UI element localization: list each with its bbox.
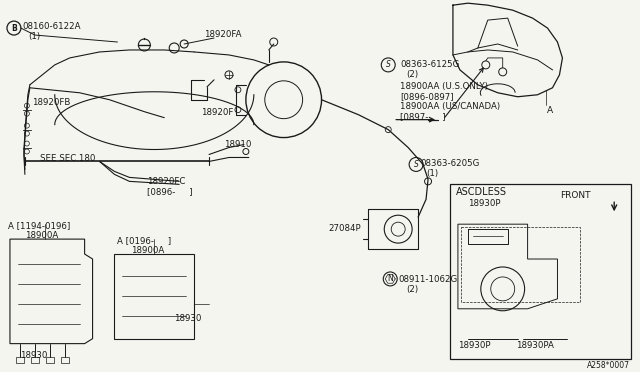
Bar [461, 227, 580, 302]
Text: 08160-6122A: 08160-6122A [22, 22, 81, 31]
Text: 18910: 18910 [224, 140, 252, 148]
Text: (2): (2) [406, 70, 419, 79]
Text: 18930P: 18930P [458, 341, 490, 350]
Text: 18900AA (US/CANADA): 18900AA (US/CANADA) [400, 102, 500, 111]
Text: 18920FA: 18920FA [204, 30, 241, 39]
Text: 18920FB: 18920FB [32, 98, 70, 107]
Bar [61, 357, 68, 363]
Text: (1): (1) [28, 32, 40, 41]
Text: 18900A: 18900A [25, 231, 58, 240]
Text: SEE SEC.180: SEE SEC.180 [40, 154, 95, 163]
Text: 08911-1062G: 08911-1062G [398, 275, 458, 284]
Bar [16, 357, 24, 363]
Text: 18920F: 18920F [201, 108, 234, 117]
Text: A [1194-0196]: A [1194-0196] [8, 221, 70, 230]
Text: S: S [386, 60, 390, 70]
Text: [0896-0897]: [0896-0897] [400, 92, 454, 101]
Text: N: N [387, 275, 393, 283]
Text: S: S [413, 160, 419, 169]
Text: A [0196-     ]: A [0196- ] [118, 236, 172, 245]
Text: 18900A: 18900A [131, 246, 164, 255]
Text: 18930: 18930 [20, 350, 47, 360]
Bar [31, 357, 39, 363]
Text: 18920FC: 18920FC [147, 177, 186, 186]
Text: 08363-6205G: 08363-6205G [420, 160, 479, 169]
Text: 18930: 18930 [174, 314, 202, 323]
Text: [0896-     ]: [0896- ] [147, 187, 193, 196]
Text: ASCDLESS: ASCDLESS [456, 187, 507, 197]
Text: [0897-     ]: [0897- ] [400, 112, 445, 121]
Bar [46, 357, 54, 363]
Text: A258*0007: A258*0007 [588, 360, 630, 369]
Text: 08363-6125G: 08363-6125G [400, 60, 460, 69]
Text: B: B [11, 23, 17, 33]
Text: FRONT: FRONT [561, 191, 591, 201]
Text: 18930P: 18930P [468, 199, 500, 208]
Text: 27084P: 27084P [328, 224, 361, 233]
Text: 18930PA: 18930PA [516, 341, 554, 350]
Text: (1): (1) [426, 169, 438, 179]
Text: (2): (2) [406, 285, 419, 294]
Bar [450, 185, 631, 359]
Text: 18900AA (U.S.ONLY): 18900AA (U.S.ONLY) [400, 82, 488, 91]
Text: A: A [547, 106, 552, 115]
